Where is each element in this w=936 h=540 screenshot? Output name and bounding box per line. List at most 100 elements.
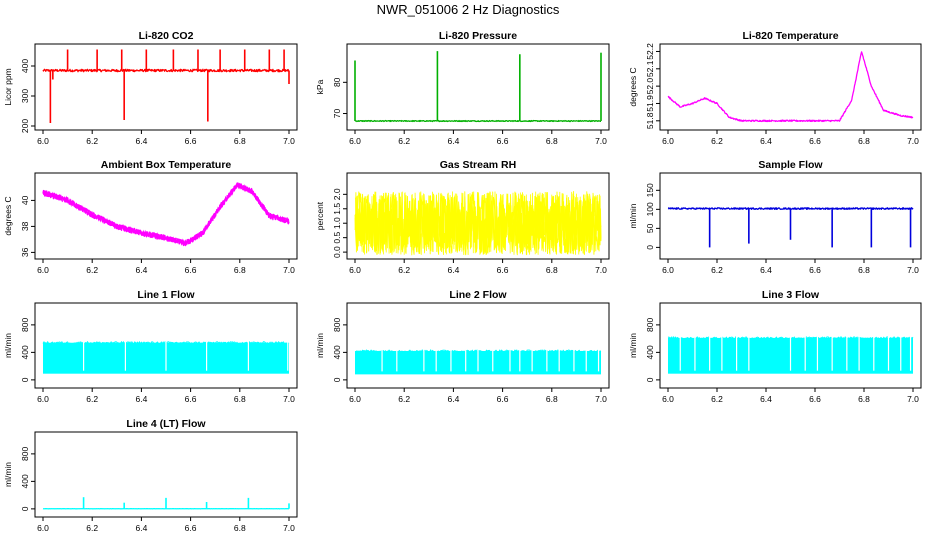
x-tick-label: 6.2 [86,394,98,404]
x-tick-label: 6.4 [135,136,147,146]
x-tick-label: 6.0 [349,394,361,404]
panel-10: Line 4 (LT) Flow 6.0 6.2 6.4 6.6 6.8 7.0 0 400 80… [3,418,298,533]
panel-title: Li-820 Temperature [742,30,838,42]
y-tick-label: 1.5 [332,203,342,215]
x-tick-label: 6.4 [447,394,459,404]
plot-frame [659,302,922,389]
x-tick-label: 6.4 [447,265,459,275]
series [42,49,290,123]
x-tick-label: 7.0 [283,523,295,533]
y-tick-label: 0 [20,377,30,382]
series [667,335,914,374]
x-tick-label: 6.0 [37,136,49,146]
y-tick-label: 800 [332,318,342,332]
series [42,497,290,510]
y-tick-label: 0 [645,377,655,382]
x-tick-label: 6.6 [497,265,509,275]
series [354,51,602,123]
y-tick-label: 800 [645,318,655,332]
y-tick-label: 2.0 [332,188,342,200]
y-axis-label: degrees C [3,196,13,235]
x-tick-label: 6.6 [497,394,509,404]
y-tick-label: 400 [20,474,30,488]
panel-title: Ambient Box Temperature [101,159,232,171]
y-tick-label: 50 [645,223,655,233]
panel-9: Line 3 Flow 6.0 6.2 6.4 6.6 6.8 7.0 0 400 800 ml/m… [628,289,922,404]
x-tick-label: 6.0 [662,394,674,404]
y-tick-label: 40 [20,195,30,205]
y-tick-label: 0.5 [332,231,342,243]
x-tick-label: 7.0 [907,394,919,404]
y-tick-label: 400 [645,345,655,359]
y-tick-label: 0 [20,506,30,511]
plot-frame [659,43,922,131]
plot-frame [346,302,610,389]
x-tick-label: 6.0 [349,265,361,275]
x-tick-label: 6.6 [809,136,821,146]
x-tick-label: 6.4 [760,265,772,275]
y-tick-label: 51.8 [645,112,655,129]
x-tick-label: 6.4 [135,394,147,404]
x-tick-label: 6.0 [662,265,674,275]
x-tick-label: 6.6 [185,136,197,146]
plot-frame [346,172,610,260]
plot-frame [34,431,298,518]
x-tick-label: 6.0 [662,136,674,146]
x-tick-label: 6.8 [546,265,558,275]
plot-frame [34,172,298,260]
x-tick-label: 6.6 [809,394,821,404]
y-axis-label: Licor ppm [3,68,13,105]
y-axis-label: ml/min [628,333,638,358]
y-tick-label: 0.0 [332,246,342,258]
x-tick-label: 6.6 [497,136,509,146]
series-line [42,68,290,73]
x-tick-label: 6.6 [185,394,197,404]
panel-title: Line 3 Flow [762,289,820,301]
x-tick-label: 6.6 [185,265,197,275]
y-tick-label: 300 [20,89,30,103]
x-tick-label: 7.0 [283,265,295,275]
y-tick-label: 400 [20,345,30,359]
panel-title: Line 4 (LT) Flow [126,418,206,430]
series [667,51,914,123]
y-tick-label: 52.0 [645,78,655,95]
panel-title: Gas Stream RH [440,159,516,171]
x-tick-label: 6.0 [37,394,49,404]
x-tick-label: 6.8 [234,265,246,275]
plot-frame [34,302,298,389]
x-tick-label: 7.0 [595,136,607,146]
y-tick-label: 38 [20,221,30,231]
x-tick-label: 6.2 [711,265,723,275]
x-tick-label: 7.0 [283,136,295,146]
x-tick-label: 6.2 [398,136,410,146]
y-tick-label: 200 [20,119,30,133]
y-tick-label: 52.1 [645,60,655,77]
x-tick-label: 6.4 [760,394,772,404]
panel-title: Li-820 CO2 [139,30,194,42]
y-tick-label: 0 [332,377,342,382]
y-tick-label: 52.2 [645,43,655,60]
x-tick-label: 7.0 [595,394,607,404]
panel-title: Sample Flow [758,159,823,171]
x-tick-label: 6.8 [546,394,558,404]
x-tick-label: 6.6 [809,265,821,275]
x-tick-label: 6.0 [37,523,49,533]
x-tick-label: 7.0 [907,265,919,275]
y-tick-label: 400 [332,345,342,359]
series-line [667,51,914,123]
x-tick-label: 6.8 [546,136,558,146]
series-line-dense [42,182,289,246]
x-tick-label: 6.4 [447,136,459,146]
panel-6: Sample Flow 6.0 6.2 6.4 6.6 6.8 7.0 0 50 100 150 ml… [628,159,922,275]
y-axis-label: ml/min [315,333,325,358]
x-tick-label: 6.8 [234,523,246,533]
y-tick-label: 800 [20,447,30,461]
series [42,181,290,247]
y-tick-label: 0 [645,245,655,250]
panel-4: Ambient Box Temperature 6.0 6.2 6.4 6.6 6.8 7.… [3,159,298,275]
x-tick-label: 6.2 [86,136,98,146]
y-tick-label: 400 [20,59,30,73]
y-tick-label: 70 [332,109,342,119]
series [354,191,602,256]
x-tick-label: 6.2 [711,394,723,404]
